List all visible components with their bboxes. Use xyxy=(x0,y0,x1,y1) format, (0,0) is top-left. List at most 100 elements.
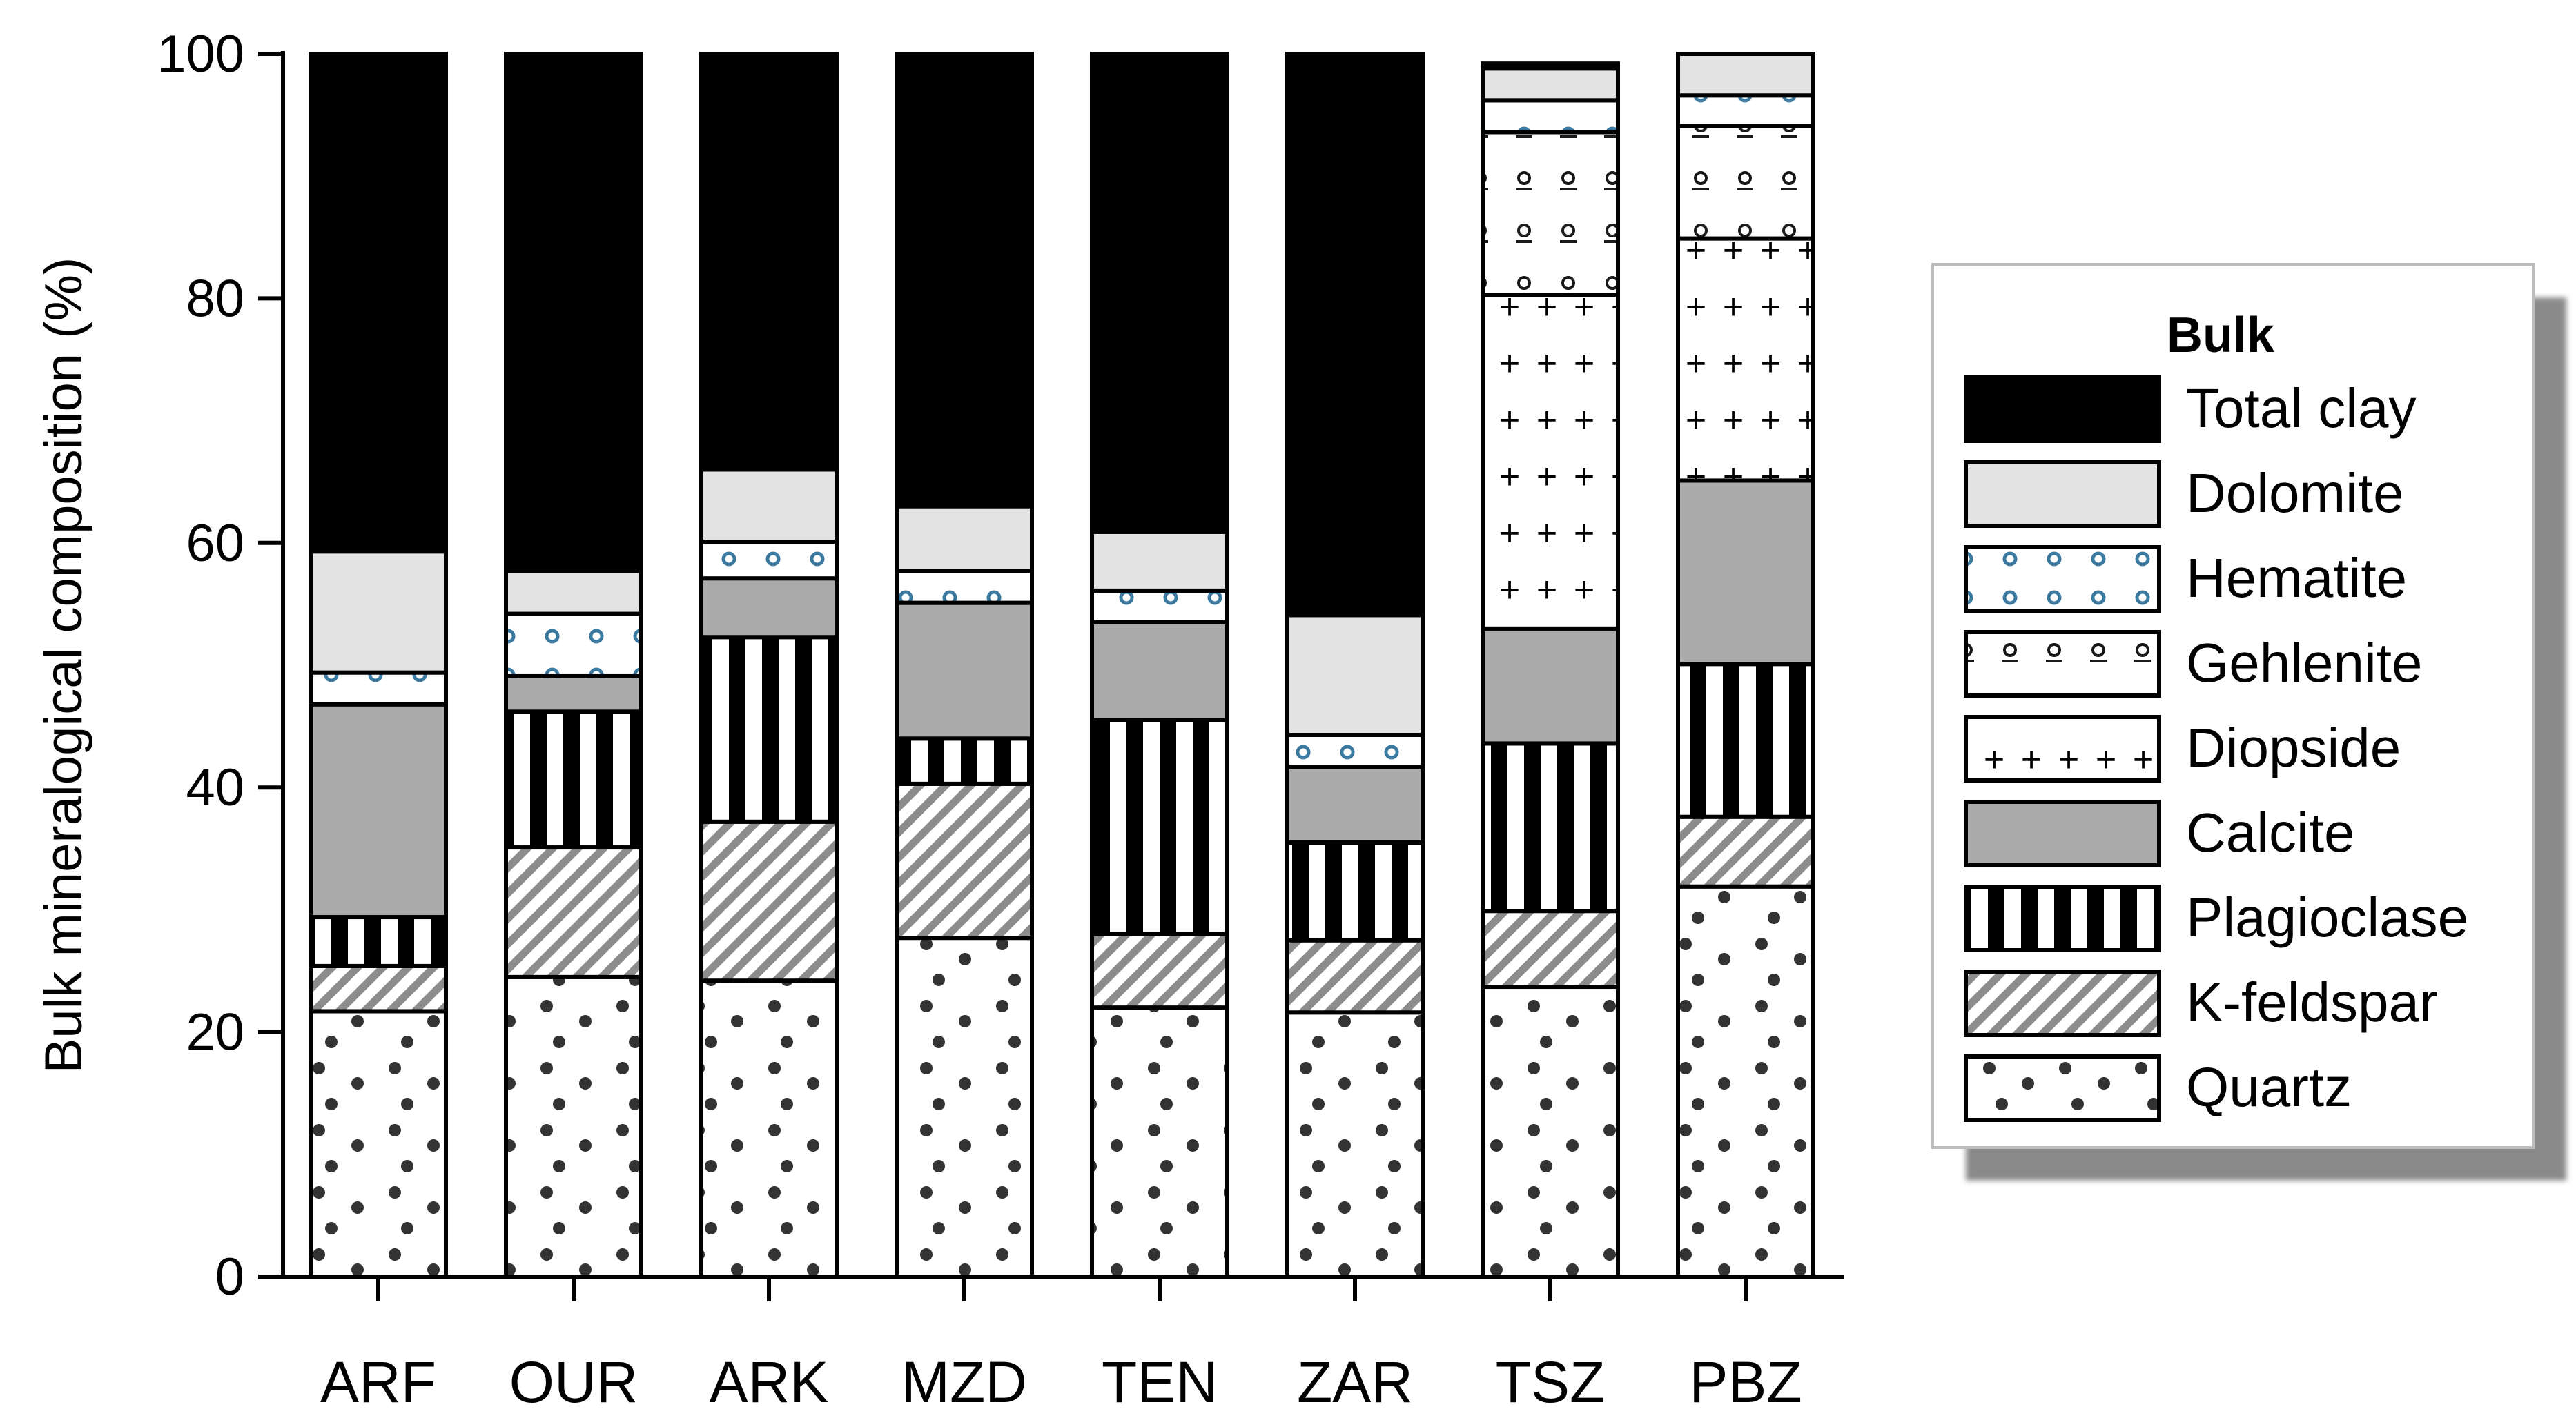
bar-stack xyxy=(309,52,448,1279)
legend-swatch xyxy=(1964,375,2161,443)
bar-segment xyxy=(895,936,1034,1279)
bar-segment xyxy=(1676,814,1815,889)
bar-segment xyxy=(1285,52,1425,618)
legend-swatch xyxy=(1964,630,2161,698)
bar-segment xyxy=(895,569,1034,605)
bar-segment xyxy=(309,702,448,920)
bar-segment xyxy=(1481,909,1620,990)
bar-segment xyxy=(504,611,643,678)
y-tick-label: 0 xyxy=(215,1248,244,1306)
legend-entry-label: Quartz xyxy=(2186,1056,2352,1118)
bar-segment xyxy=(1481,98,1620,135)
bar-segment xyxy=(1285,840,1425,943)
bar-segment xyxy=(504,709,643,850)
bar-segment xyxy=(895,736,1034,786)
y-tick-label: 20 xyxy=(186,1003,244,1062)
bar-stack xyxy=(895,52,1034,1279)
bar-segment xyxy=(1481,66,1620,103)
x-tick-label: ARK xyxy=(710,1350,829,1415)
bar-stack xyxy=(1676,52,1815,1279)
bar-stack xyxy=(1090,52,1229,1279)
legend-swatch xyxy=(1964,800,2161,867)
x-tick-label: OUR xyxy=(509,1350,638,1415)
bar-segment xyxy=(309,670,448,707)
x-tick-label: ZAR xyxy=(1297,1350,1413,1415)
legend-title: Bulk xyxy=(2167,308,2275,363)
legend-swatch xyxy=(1964,460,2161,528)
legend-swatch xyxy=(1964,715,2161,783)
bar-segment xyxy=(309,549,448,675)
bar-segment xyxy=(699,467,839,544)
bar-segment xyxy=(1481,130,1620,297)
legend-entry-label: K-feldspar xyxy=(2186,972,2438,1033)
bar-segment xyxy=(1481,626,1620,746)
x-tick-label: PBZ xyxy=(1689,1350,1802,1415)
bar-segment xyxy=(504,569,643,616)
bar-segment xyxy=(1090,588,1229,624)
bar-segment xyxy=(1285,613,1425,738)
bar-segment xyxy=(1285,938,1425,1015)
bar-stack xyxy=(504,52,643,1279)
bar-segment xyxy=(504,974,643,1279)
bar-segment xyxy=(699,635,839,824)
bar-segment xyxy=(699,576,839,640)
bar-segment xyxy=(309,1009,448,1279)
bar-segment xyxy=(1090,1005,1229,1279)
bar-segment xyxy=(895,600,1034,741)
bar-segment xyxy=(1090,529,1229,593)
x-tick-label: TSZ xyxy=(1496,1350,1606,1415)
legend-entry-label: Hematite xyxy=(2186,547,2407,609)
bar-segment xyxy=(504,52,643,573)
bar-segment xyxy=(504,673,643,714)
legend-layer: Bulk Total clay Dolomite Hematite Gehlenite D… xyxy=(1931,263,2566,1181)
bar-segment xyxy=(309,52,448,554)
legend-entry-label: Dolomite xyxy=(2186,462,2404,524)
bar-segment xyxy=(1676,52,1815,98)
bar-segment xyxy=(1676,884,1815,1279)
bar-stack xyxy=(699,52,839,1279)
legend-swatch xyxy=(1964,885,2161,952)
bar-stack xyxy=(1481,61,1620,1279)
bar-segment xyxy=(699,978,839,1279)
y-tick-label: 80 xyxy=(186,269,244,328)
bar-segment xyxy=(1481,61,1620,71)
legend-entry-label: Gehlenite xyxy=(2186,632,2422,693)
bar-segment xyxy=(1090,52,1229,534)
legend-entry-label: Plagioclase xyxy=(2186,887,2468,948)
legend-swatch xyxy=(1964,1054,2161,1122)
legend-swatch xyxy=(1964,545,2161,613)
bar-segment xyxy=(1090,932,1229,1010)
bar-segment xyxy=(1676,124,1815,241)
bar-segment xyxy=(895,504,1034,573)
axes-layer: 0 20 40 60 80 100 Bulk mineralogical compositi… xyxy=(35,25,1844,1415)
legend-entry-label: Diopside xyxy=(2186,717,2401,778)
x-tick-label: ARF xyxy=(320,1350,436,1415)
bar-segment xyxy=(1090,620,1229,722)
y-axis-title: Bulk mineralogical composition (%) xyxy=(35,257,93,1074)
legend-entry-label: Total clay xyxy=(2186,377,2416,439)
bar-segment xyxy=(699,52,839,472)
bar-segment xyxy=(1285,1010,1425,1279)
bar-segment xyxy=(699,540,839,581)
x-tick-label: MZD xyxy=(901,1350,1027,1415)
bar-segment xyxy=(1676,236,1815,483)
bar-segment xyxy=(699,819,839,983)
bars-layer xyxy=(309,52,1815,1279)
bar-stack xyxy=(1285,52,1425,1279)
bar-segment xyxy=(1676,93,1815,128)
bar-segment xyxy=(309,963,448,1014)
bar-segment xyxy=(1676,662,1815,819)
bar-segment xyxy=(1676,478,1815,667)
legend-swatch xyxy=(1964,970,2161,1037)
bar-segment xyxy=(1481,293,1620,631)
y-tick-label: 100 xyxy=(157,25,244,83)
bar-segment xyxy=(309,915,448,968)
bar-segment xyxy=(1090,718,1229,936)
bar-segment xyxy=(1285,733,1425,769)
bar-segment xyxy=(1481,741,1620,914)
bar-segment xyxy=(1285,765,1425,845)
x-tick-label: TEN xyxy=(1102,1350,1218,1415)
bar-segment xyxy=(895,52,1034,509)
